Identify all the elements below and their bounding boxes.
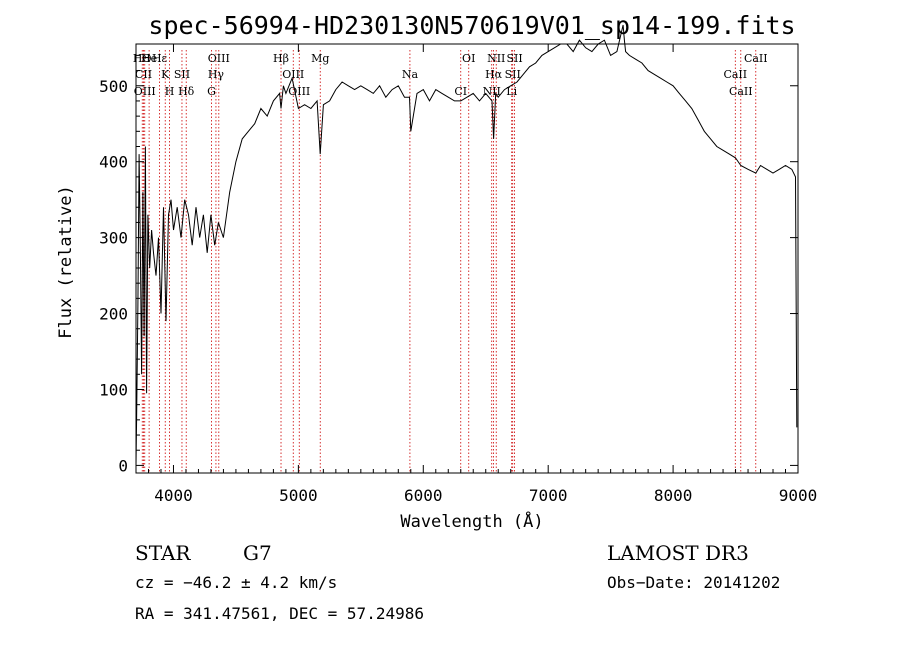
line-marker-label: OI: [462, 52, 475, 65]
line-marker-label: Na: [402, 68, 419, 81]
line-marker-label: Hδ: [178, 85, 195, 98]
line-marker-label: OIII: [282, 68, 304, 81]
observation-date: Obs−Date: 20141202: [607, 573, 780, 592]
emission-line-labels: HΘCIIOIIIHeKHHεSIIHδOIIIHγGHβOIIIOIIIMgN…: [133, 52, 768, 98]
line-marker-label: SII: [506, 52, 522, 65]
x-tick-label: 9000: [779, 486, 818, 505]
y-tick-label: 200: [99, 305, 128, 324]
x-tick-label: 6000: [404, 486, 443, 505]
line-marker-label: CaII: [723, 68, 747, 81]
line-marker-label: G: [207, 85, 216, 98]
y-axis-ticks: 0 100 200 300 400 500: [99, 54, 798, 475]
line-marker-label: NII: [483, 85, 501, 98]
y-axis-label: Flux (relative): [56, 185, 76, 339]
survey-name: LAMOST DR3: [607, 541, 749, 565]
y-tick-label: 400: [99, 153, 128, 172]
line-marker-label: CI: [454, 85, 467, 98]
line-marker-label: OIII: [288, 85, 310, 98]
line-marker-label: CaII: [744, 52, 768, 65]
line-marker-label: He: [141, 52, 157, 65]
coordinates: RA = 341.47561, DEC = 57.24986: [135, 604, 424, 623]
chart-title: spec-56994-HD230130N570619V01_sp14-199.f…: [148, 11, 795, 40]
object-class: STAR: [135, 541, 191, 565]
line-marker-label: SII: [174, 68, 190, 81]
object-subclass: G7: [243, 541, 272, 565]
redshift-info: cz = −46.2 ± 4.2 km/s: [135, 573, 337, 592]
x-tick-label: 8000: [654, 486, 693, 505]
line-marker-label: NII: [487, 52, 505, 65]
x-tick-label: 4000: [154, 486, 193, 505]
x-axis-label: Wavelength (Å): [400, 510, 543, 532]
line-marker-label: OIII: [208, 52, 230, 65]
line-marker-label: K: [161, 68, 170, 81]
y-tick-label: 100: [99, 380, 128, 399]
x-tick-label: 5000: [279, 486, 318, 505]
line-marker-label: Hβ: [273, 52, 289, 65]
emission-line-markers: [141, 50, 757, 473]
y-tick-label: 300: [99, 229, 128, 248]
line-marker-label: Hε: [152, 52, 168, 65]
line-marker-label: H: [165, 85, 175, 98]
x-axis-ticks: 4000 5000 6000 7000 8000 9000: [135, 44, 818, 505]
line-marker-label: SII: [505, 68, 521, 81]
line-marker-label: Li: [506, 85, 517, 98]
line-marker-label: Mg: [311, 52, 329, 65]
line-marker-label: CaII: [729, 85, 753, 98]
y-tick-label: 500: [99, 77, 128, 96]
line-marker-label: CII: [135, 68, 152, 81]
line-marker-label: Hγ: [208, 68, 225, 81]
plot-frame: [135, 43, 799, 474]
y-tick-label: 0: [118, 456, 128, 475]
line-marker-label: OIII: [134, 85, 156, 98]
spectrum-line: [135, 24, 798, 466]
x-tick-label: 7000: [529, 486, 568, 505]
line-marker-label: Hα: [485, 68, 503, 81]
